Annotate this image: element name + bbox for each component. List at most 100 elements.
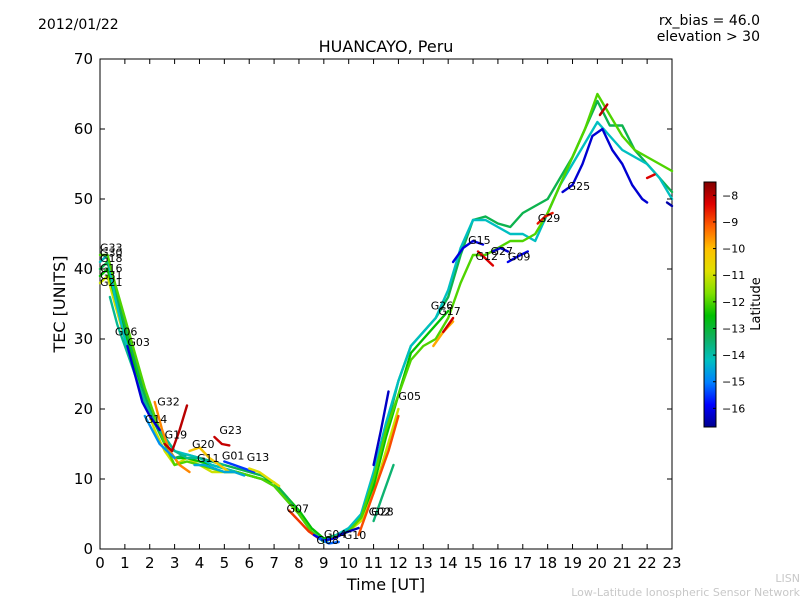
- tec-series-G32: [153, 400, 191, 474]
- y-axis-label: TEC [UNITS]: [50, 256, 69, 354]
- prn-label: G30: [100, 246, 123, 259]
- prn-label: G06: [115, 326, 138, 339]
- rx-bias-label: rx_bias = 46.0: [658, 13, 760, 29]
- axis-layer: 0 1 2 3 4 5 6 7 8 9 10 11 12 13 14 15 16 17 18 19 20 21 22 2301…: [74, 50, 682, 572]
- bias-annotation: rx_bias = 46.0 elevation > 30: [657, 13, 760, 45]
- y-tick-label: 30: [74, 330, 93, 348]
- tec-series-G19: [163, 404, 189, 453]
- tec-series-G03: [126, 344, 161, 432]
- y-tick-label: 40: [74, 260, 93, 278]
- tec-series-G25: [561, 127, 649, 204]
- prn-label: G10: [344, 529, 367, 542]
- x-tick-label: 23: [662, 554, 681, 572]
- tec-series-G12: [476, 250, 495, 267]
- elevation-label: elevation > 30: [656, 29, 760, 45]
- tec-series-G33: [98, 92, 674, 544]
- y-tick-label: 60: [74, 120, 93, 138]
- prn-label: G31: [100, 269, 123, 282]
- credit-line-2: Low-Latitude Ionospheric Sensor Network: [571, 586, 800, 599]
- prn-label: G25: [568, 180, 591, 193]
- prn-label: G19: [165, 428, 188, 441]
- x-tick-label: 14: [439, 554, 458, 572]
- y-tick-label: 0: [83, 540, 93, 558]
- x-tick-label: 10: [339, 554, 358, 572]
- x-tick-label: 11: [364, 554, 383, 572]
- tec-series-G08: [317, 537, 340, 545]
- y-tick-label: 10: [74, 470, 93, 488]
- tec-series-G05: [372, 390, 390, 467]
- x-tick-label: 3: [170, 554, 180, 572]
- colorbar-tick-label: −12: [722, 296, 745, 309]
- prn-label: G27: [490, 245, 513, 258]
- prn-label: G07: [287, 503, 310, 516]
- tec-series-G10: [337, 526, 360, 537]
- prn-label: G16: [100, 262, 123, 275]
- colorbar-tick-label: −11: [722, 269, 745, 282]
- x-tick-label: 4: [195, 554, 205, 572]
- x-tick-label: 22: [638, 554, 657, 572]
- prn-label: G11: [197, 452, 220, 465]
- colorbar-label: Latitude: [749, 277, 764, 331]
- tec-series-G15: [451, 239, 485, 264]
- series-layer: [98, 92, 674, 545]
- chart-title: HUANCAYO, Peru: [318, 37, 454, 56]
- prn-label: G28: [371, 505, 394, 518]
- prn-label: G13: [247, 451, 270, 464]
- tec-series-G09: [506, 250, 529, 264]
- x-tick-label: 16: [488, 554, 507, 572]
- x-tick-label: 20: [588, 554, 607, 572]
- y-tick-label: 50: [74, 190, 93, 208]
- x-tick-label: 17: [513, 554, 532, 572]
- x-tick-label: 2: [145, 554, 155, 572]
- tec-series-G28: [357, 414, 400, 537]
- y-tick-label: 70: [74, 50, 93, 68]
- tec-series-G27: [491, 246, 510, 253]
- prn-label: G17: [438, 305, 461, 318]
- prn-label: G14: [145, 413, 168, 426]
- prn-label: G20: [192, 438, 215, 451]
- x-tick-label: 6: [244, 554, 254, 572]
- colorbar-tick-label: −10: [722, 243, 745, 256]
- tec-series-G29: [536, 211, 554, 225]
- colorbar-tick-label: −15: [722, 376, 745, 389]
- prn-label: G05: [398, 390, 421, 403]
- credit-line-1: LISN: [775, 572, 800, 585]
- colorbar-tick-label: −8: [722, 189, 738, 202]
- date-label: 2012/01/22: [38, 17, 119, 33]
- x-tick-label: 5: [220, 554, 230, 572]
- tec-series-G20: [188, 446, 231, 474]
- x-tick-label: 21: [613, 554, 632, 572]
- x-tick-label: 15: [463, 554, 482, 572]
- tec-series-G23: [213, 435, 231, 447]
- prn-label: G32: [157, 396, 180, 409]
- x-tick-label: 18: [538, 554, 557, 572]
- prn-label: G08: [316, 534, 339, 547]
- tec-series-G02: [372, 463, 395, 523]
- x-tick-label: 12: [389, 554, 408, 572]
- x-tick-label: 9: [319, 554, 329, 572]
- colorbar-tick-label: −16: [722, 402, 745, 415]
- y-tick-label: 20: [74, 400, 93, 418]
- prn-label: G21: [100, 276, 123, 289]
- tec-series-G13: [247, 467, 281, 488]
- prn-label: G23: [219, 424, 242, 437]
- tec-series-G14: [143, 414, 176, 460]
- tec-series-R2: [645, 173, 656, 180]
- credit: LISN Low-Latitude Ionospheric Sensor Net…: [571, 572, 800, 600]
- tec-series-B2: [665, 201, 674, 208]
- prn-label: G29: [538, 212, 561, 225]
- tec-series-G01: [223, 460, 256, 474]
- prn-label: G03: [127, 336, 150, 349]
- x-tick-label: 7: [269, 554, 279, 572]
- colorbar-tick-label: −9: [722, 216, 738, 229]
- x-tick-label: 8: [294, 554, 304, 572]
- prn-label: G33: [100, 242, 123, 255]
- prn-label: G09: [508, 251, 531, 264]
- x-axis-label: Time [UT]: [346, 575, 425, 594]
- tec-series-R1: [598, 103, 609, 117]
- colorbar-tick-label: −14: [722, 349, 745, 362]
- prn-label: G02: [369, 505, 392, 518]
- colorbar-ticks: −8 −9 −10 −11 −12 −13 −14 −15 −16: [713, 189, 745, 415]
